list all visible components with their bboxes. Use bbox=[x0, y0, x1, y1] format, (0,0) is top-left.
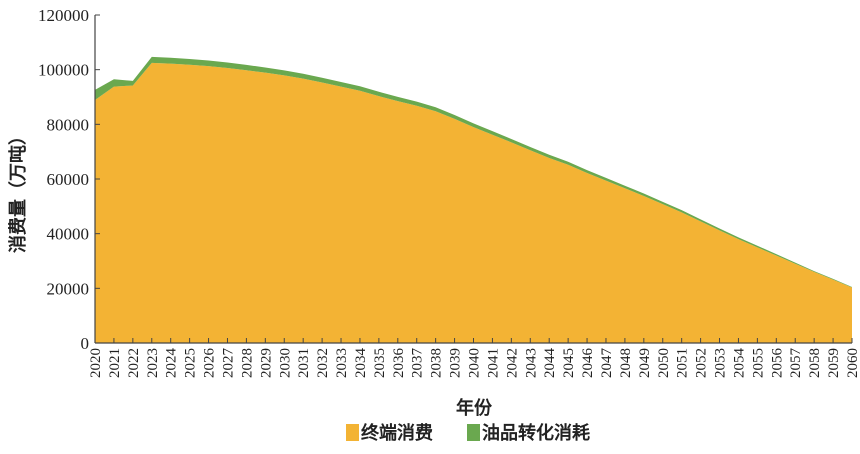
x-tick-label: 2024 bbox=[164, 348, 180, 379]
x-tick-label: 2046 bbox=[580, 348, 596, 379]
x-tick-label: 2033 bbox=[334, 348, 350, 378]
x-tick-label: 2023 bbox=[145, 348, 161, 378]
y-tick-label: 100000 bbox=[38, 61, 89, 80]
y-tick-label: 80000 bbox=[47, 115, 90, 134]
legend-label-terminal: 终端消费 bbox=[361, 422, 433, 443]
x-tick-label: 2026 bbox=[202, 348, 218, 379]
x-tick-label: 2058 bbox=[807, 348, 823, 378]
x-tick-label: 2049 bbox=[637, 348, 653, 378]
x-tick-label: 2034 bbox=[353, 348, 369, 379]
x-tick-label: 2037 bbox=[410, 348, 426, 379]
x-tick-label: 2045 bbox=[561, 348, 577, 378]
x-tick-label: 2043 bbox=[523, 348, 539, 378]
x-tick-label: 2060 bbox=[845, 348, 860, 378]
y-tick-label: 20000 bbox=[47, 279, 90, 298]
x-tick-label: 2025 bbox=[183, 348, 199, 378]
x-tick-label: 2054 bbox=[731, 348, 747, 379]
x-tick-label: 2022 bbox=[126, 348, 142, 378]
x-tick-label: 2028 bbox=[239, 348, 255, 378]
x-tick-label: 2042 bbox=[504, 348, 520, 378]
x-tick-label: 2036 bbox=[391, 348, 407, 379]
y-tick-label: 120000 bbox=[38, 6, 89, 25]
x-tick-label: 2052 bbox=[694, 348, 710, 378]
x-tick-label: 2050 bbox=[656, 348, 672, 378]
x-tick-label: 2051 bbox=[675, 348, 691, 378]
x-tick-label: 2035 bbox=[372, 348, 388, 378]
x-tick-label: 2059 bbox=[826, 348, 842, 378]
x-tick-label: 2053 bbox=[713, 348, 729, 378]
x-tick-label: 2044 bbox=[542, 348, 558, 379]
x-tick-label: 2021 bbox=[107, 348, 123, 378]
area-series-0 bbox=[95, 62, 852, 343]
x-tick-label: 2029 bbox=[258, 348, 274, 378]
x-tick-label: 2039 bbox=[448, 348, 464, 378]
x-tick-label: 2041 bbox=[485, 348, 501, 378]
legend: 终端消费 油品转化消耗 bbox=[346, 422, 590, 443]
x-tick-label: 2055 bbox=[750, 348, 766, 378]
legend-label-conversion: 油品转化消耗 bbox=[482, 422, 590, 443]
x-tick-label: 2020 bbox=[88, 348, 104, 378]
y-tick-label: 60000 bbox=[47, 170, 90, 189]
x-axis-label: 年份 bbox=[456, 397, 493, 418]
y-tick-label: 40000 bbox=[47, 225, 90, 244]
x-tick-label: 2030 bbox=[277, 348, 293, 378]
x-tick-label: 2048 bbox=[618, 348, 634, 378]
x-tick-label: 2031 bbox=[296, 348, 312, 378]
x-tick-label: 2027 bbox=[220, 348, 236, 379]
x-tick-label: 2040 bbox=[467, 348, 483, 378]
x-tick-label: 2047 bbox=[599, 348, 615, 379]
x-tick-label: 2057 bbox=[788, 348, 804, 379]
x-tick-label: 2032 bbox=[315, 348, 331, 378]
y-axis-label: 消费量（万吨） bbox=[7, 127, 28, 253]
legend-swatch-terminal bbox=[346, 424, 359, 441]
areas bbox=[95, 56, 852, 343]
y-tick-label: 0 bbox=[81, 334, 90, 353]
x-tick-label: 2056 bbox=[769, 348, 785, 379]
legend-swatch-conversion bbox=[467, 424, 480, 441]
x-tick-label: 2038 bbox=[429, 348, 445, 378]
